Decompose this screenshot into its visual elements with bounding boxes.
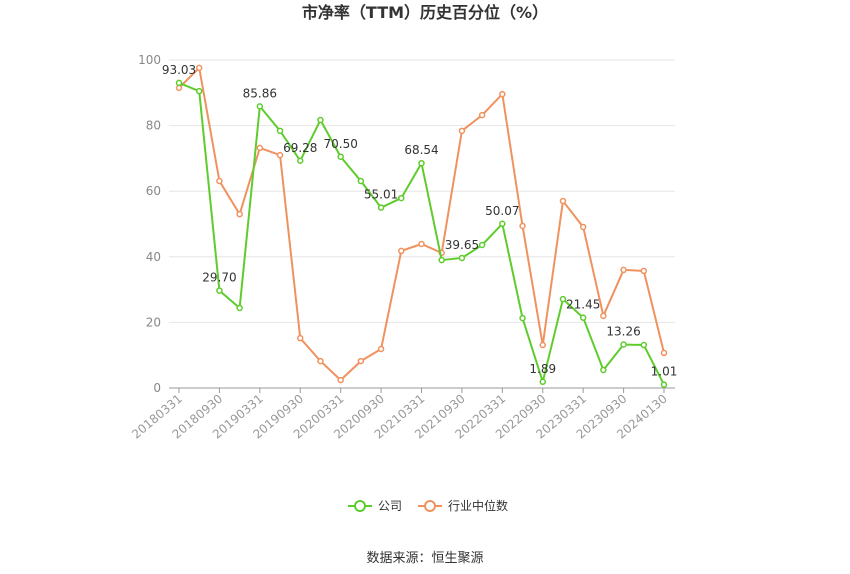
point	[438, 256, 445, 264]
point	[357, 177, 365, 185]
point	[398, 194, 405, 202]
data-label: 1.01	[651, 365, 678, 379]
data-label: 68.54	[404, 143, 438, 157]
point	[418, 159, 425, 167]
data-label: 13.26	[606, 325, 640, 339]
legend-marker	[424, 500, 436, 512]
point	[357, 357, 365, 365]
point	[600, 312, 607, 320]
point	[418, 240, 425, 248]
point	[600, 366, 607, 374]
point	[660, 349, 668, 357]
point	[478, 111, 486, 119]
series-line	[178, 81, 665, 386]
point	[276, 151, 284, 159]
y-tick-label: 20	[146, 315, 161, 329]
point	[377, 345, 385, 353]
point	[297, 157, 304, 165]
point	[620, 266, 627, 274]
point	[377, 204, 385, 211]
data-label: 50.07	[485, 204, 519, 218]
point	[499, 220, 506, 228]
legend-label: 行业中位数	[448, 498, 508, 513]
point	[579, 314, 587, 321]
point	[337, 153, 344, 161]
point	[458, 254, 466, 262]
point	[640, 267, 648, 275]
point	[640, 341, 648, 349]
source: 数据来源：恒生聚源	[366, 551, 483, 566]
point	[175, 79, 183, 87]
point	[256, 103, 264, 110]
point	[660, 381, 668, 388]
data-label: 29.70	[202, 271, 236, 285]
series-line	[178, 65, 665, 382]
point	[620, 341, 627, 348]
point	[519, 314, 526, 322]
y-tick-label: 40	[146, 250, 161, 264]
point	[398, 247, 405, 255]
point	[297, 334, 304, 342]
point	[175, 84, 183, 92]
point	[559, 197, 567, 205]
data-label: 69.28	[283, 141, 317, 155]
data-label: 39.65	[445, 238, 479, 252]
point	[236, 304, 243, 312]
point	[195, 64, 203, 72]
data-label: 85.86	[243, 86, 277, 100]
y-tick-label: 80	[146, 119, 161, 133]
point	[337, 376, 344, 384]
point	[458, 127, 466, 135]
data-label: 1.89	[529, 362, 556, 376]
point	[559, 295, 567, 303]
point	[317, 116, 324, 124]
point	[539, 341, 546, 349]
point	[519, 222, 526, 230]
point	[579, 223, 587, 231]
point	[499, 90, 506, 98]
legend-marker	[354, 500, 366, 512]
legend-label: 公司	[378, 499, 402, 513]
point	[478, 241, 486, 249]
data-label: 70.50	[323, 137, 357, 151]
data-label: 93.03	[162, 63, 196, 77]
point	[216, 177, 223, 185]
point	[216, 287, 223, 294]
point	[236, 210, 243, 218]
y-tick-label: 0	[153, 381, 161, 395]
point	[317, 357, 324, 365]
point	[276, 127, 284, 135]
data-label: 21.45	[566, 298, 600, 312]
chart-title: 市净率（TTM）历史百分位（%）	[302, 3, 548, 22]
data-label: 55.01	[364, 188, 398, 202]
point	[256, 144, 264, 152]
y-tick-label: 100	[138, 53, 161, 67]
y-tick-label: 60	[146, 184, 161, 198]
point	[195, 87, 203, 95]
point	[539, 378, 546, 386]
